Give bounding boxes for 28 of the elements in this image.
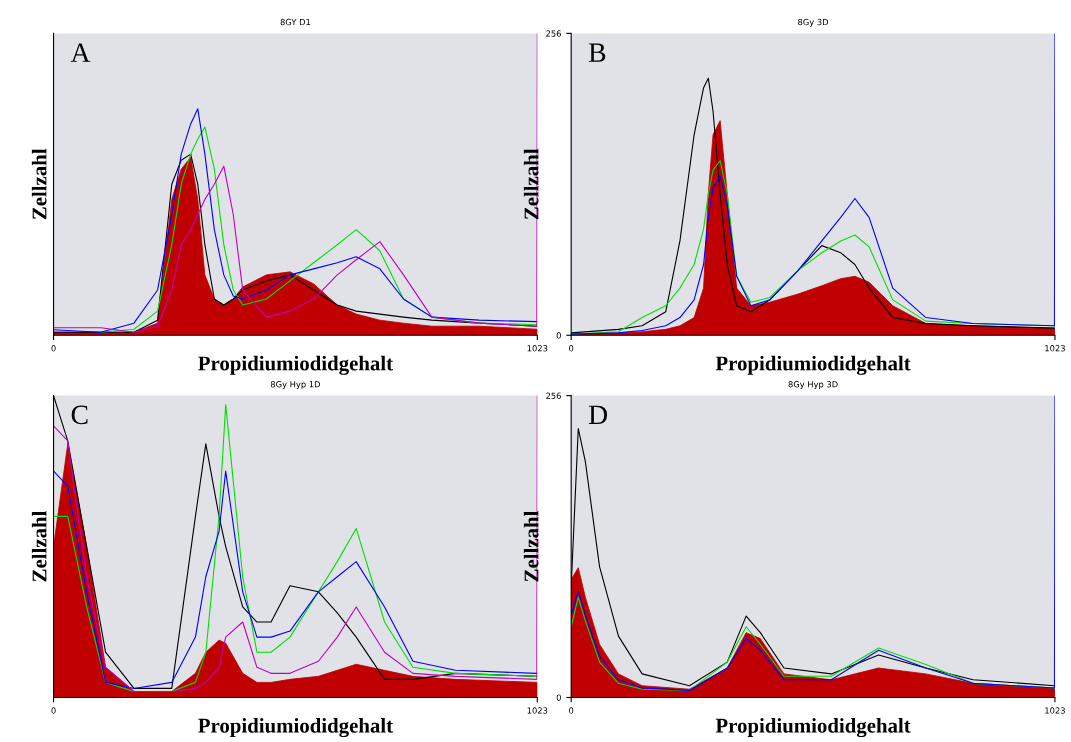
- annotation: D: [588, 405, 608, 425]
- x-tick-label: 0: [51, 345, 56, 352]
- x-axis-title: Propidiumiodidgehalt: [198, 355, 393, 375]
- x-tick-label: 1023: [1045, 345, 1065, 352]
- y-tick-label: 256: [546, 30, 561, 37]
- y-axis-title: Zellzahl: [523, 148, 539, 220]
- annotation: C: [71, 405, 88, 425]
- x-tick-label: 1023: [1045, 707, 1065, 714]
- x-tick-label: 0: [569, 345, 574, 352]
- y-tick-label: 0: [556, 332, 561, 339]
- x-axis-title: Propidiumiodidgehalt: [715, 355, 911, 375]
- x-axis-title: Propidiumiodidgehalt: [715, 718, 911, 738]
- annotation: A: [70, 43, 91, 62]
- y-tick-label: 256: [546, 392, 561, 399]
- y-axis-title: Zellzahl: [523, 511, 539, 582]
- x-tick-label: 0: [51, 707, 56, 714]
- annotation: B: [588, 43, 606, 62]
- chart-title: 8Gy 3D: [798, 18, 829, 27]
- x-tick-label: 1023: [527, 345, 548, 352]
- x-tick-label: 1023: [527, 707, 548, 714]
- x-axis-title: Propidiumiodidgehalt: [198, 718, 393, 738]
- y-axis-title: Zellzahl: [31, 511, 47, 582]
- chart-title: 8Gy Hyp 3D: [788, 381, 838, 390]
- y-tick-label: 0: [556, 694, 561, 701]
- y-axis-title: Zellzahl: [31, 148, 47, 220]
- chart-title: 8Gy Hyp 1D: [270, 381, 321, 390]
- x-tick-label: 0: [569, 707, 574, 714]
- chart-title: 8GY D1: [280, 18, 311, 26]
